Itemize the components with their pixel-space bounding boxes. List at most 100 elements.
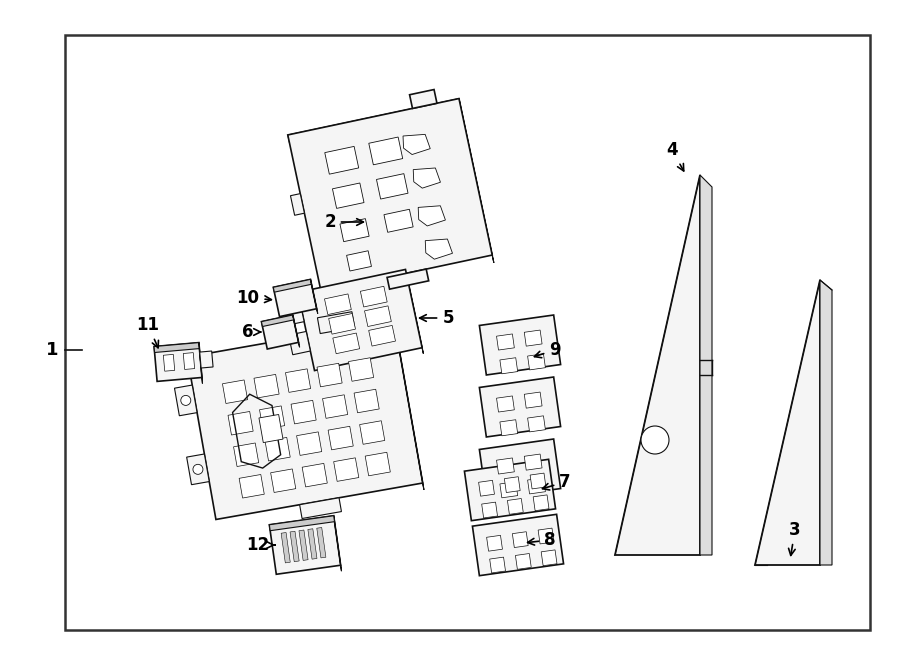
Polygon shape (480, 439, 561, 499)
Polygon shape (289, 331, 310, 355)
Polygon shape (525, 392, 542, 408)
Polygon shape (317, 364, 342, 387)
Polygon shape (288, 98, 492, 292)
Polygon shape (508, 498, 523, 514)
Text: 3: 3 (788, 521, 801, 555)
Polygon shape (413, 168, 440, 188)
Text: 10: 10 (237, 289, 272, 307)
Polygon shape (310, 280, 318, 313)
Text: 4: 4 (666, 141, 684, 171)
Polygon shape (384, 210, 413, 232)
Polygon shape (348, 358, 374, 381)
Polygon shape (426, 239, 453, 259)
Text: 12: 12 (247, 536, 275, 554)
Polygon shape (184, 352, 194, 369)
Polygon shape (325, 146, 359, 174)
Polygon shape (333, 333, 360, 354)
Polygon shape (199, 342, 202, 383)
Polygon shape (369, 325, 395, 346)
Polygon shape (364, 306, 392, 327)
Polygon shape (497, 334, 514, 350)
Polygon shape (497, 458, 514, 474)
Polygon shape (360, 421, 385, 444)
Polygon shape (332, 183, 364, 208)
Text: 8: 8 (527, 531, 556, 549)
Polygon shape (291, 194, 304, 215)
Polygon shape (360, 286, 387, 307)
Polygon shape (387, 269, 428, 289)
Polygon shape (490, 557, 506, 573)
Text: 2: 2 (324, 213, 364, 231)
Polygon shape (480, 377, 561, 437)
Polygon shape (530, 473, 546, 489)
Polygon shape (175, 385, 197, 416)
Polygon shape (187, 321, 423, 520)
Polygon shape (259, 414, 283, 443)
Polygon shape (472, 514, 563, 576)
Polygon shape (512, 531, 528, 547)
Polygon shape (308, 529, 317, 559)
Text: 11: 11 (137, 316, 159, 348)
Polygon shape (222, 380, 248, 403)
Text: 6: 6 (242, 323, 260, 341)
Polygon shape (283, 302, 304, 325)
Polygon shape (291, 401, 316, 424)
Polygon shape (487, 535, 502, 551)
Polygon shape (527, 416, 545, 432)
Polygon shape (325, 294, 351, 315)
Polygon shape (334, 458, 359, 481)
Polygon shape (297, 432, 321, 455)
Polygon shape (239, 475, 265, 498)
Polygon shape (755, 280, 820, 565)
Polygon shape (259, 406, 284, 430)
Polygon shape (354, 389, 379, 412)
Polygon shape (497, 396, 514, 412)
Polygon shape (299, 530, 308, 561)
Polygon shape (261, 315, 293, 327)
Polygon shape (200, 351, 213, 368)
Polygon shape (527, 354, 545, 370)
Polygon shape (154, 342, 200, 352)
Polygon shape (525, 454, 542, 470)
Polygon shape (418, 206, 446, 226)
Polygon shape (261, 315, 299, 349)
Polygon shape (186, 454, 209, 485)
Polygon shape (234, 443, 258, 467)
Polygon shape (394, 321, 424, 490)
Polygon shape (538, 528, 554, 544)
Polygon shape (322, 395, 347, 418)
Polygon shape (300, 498, 341, 518)
Polygon shape (410, 89, 436, 108)
Polygon shape (527, 478, 545, 494)
Polygon shape (700, 175, 712, 555)
Polygon shape (317, 527, 326, 558)
Polygon shape (274, 280, 317, 317)
Polygon shape (281, 533, 291, 563)
Polygon shape (403, 134, 430, 155)
Polygon shape (525, 330, 542, 346)
Polygon shape (254, 374, 279, 398)
Polygon shape (290, 531, 299, 562)
Polygon shape (269, 516, 335, 531)
Polygon shape (340, 219, 369, 242)
Polygon shape (285, 369, 310, 393)
Polygon shape (274, 280, 311, 292)
Polygon shape (318, 312, 355, 334)
Polygon shape (228, 412, 253, 435)
Polygon shape (820, 280, 832, 565)
Polygon shape (346, 251, 372, 271)
Polygon shape (266, 438, 290, 461)
Circle shape (641, 426, 669, 454)
Polygon shape (479, 481, 494, 496)
Polygon shape (328, 313, 356, 334)
Polygon shape (328, 426, 354, 450)
Text: 5: 5 (419, 309, 454, 327)
Polygon shape (533, 495, 549, 511)
Polygon shape (500, 482, 518, 498)
Polygon shape (154, 342, 202, 381)
Polygon shape (298, 270, 422, 371)
Polygon shape (504, 477, 520, 492)
Text: 1: 1 (46, 341, 58, 359)
Polygon shape (406, 270, 423, 354)
Polygon shape (500, 420, 518, 436)
